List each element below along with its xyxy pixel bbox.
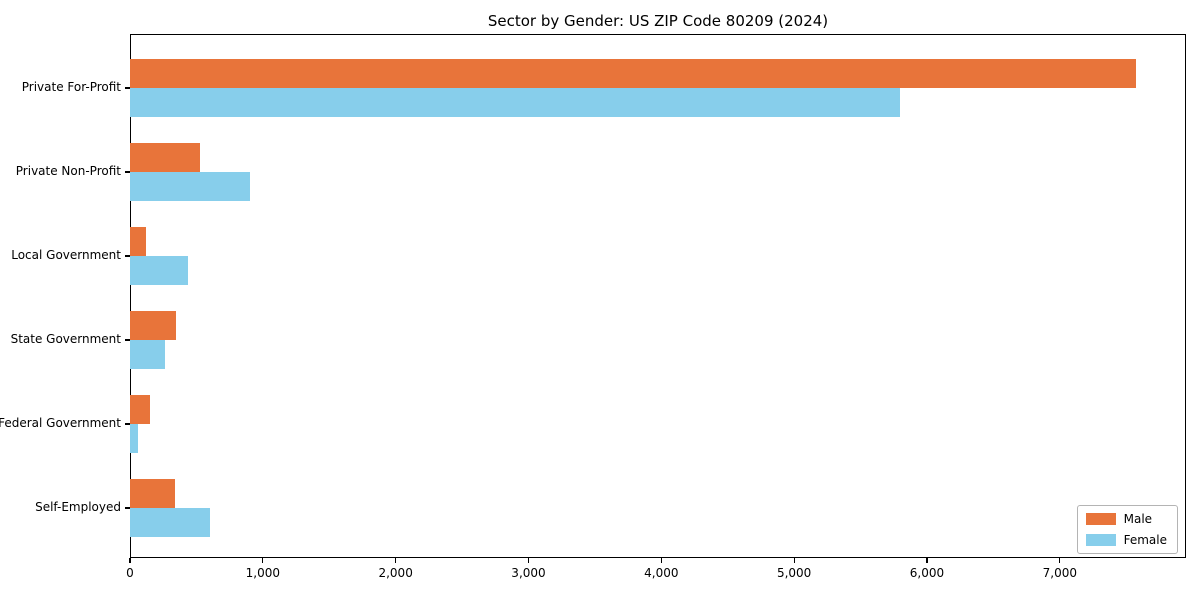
y-tick-mark (125, 87, 130, 89)
bar-male-federal-government (130, 395, 150, 424)
x-tick-mark (660, 558, 662, 563)
bar-male-local-government (130, 227, 146, 256)
y-tick-mark (125, 171, 130, 173)
y-axis-label-federal-government: Federal Government (0, 416, 121, 430)
x-axis-tick-2-000: 2,000 (378, 566, 413, 580)
x-axis-tick-5-000: 5,000 (776, 566, 812, 580)
y-axis-label-local-government: Local Government (11, 248, 121, 262)
y-tick-mark (125, 423, 130, 425)
bar-female-local-government (130, 256, 189, 285)
y-tick-mark (125, 507, 130, 509)
x-tick-mark (527, 558, 530, 563)
x-axis-tick-0: 0 (126, 566, 134, 580)
x-tick-mark (395, 558, 397, 563)
y-axis-label-self-employed: Self-Employed (35, 500, 121, 514)
y-axis-label-private-for-profit: Private For-Profit (21, 80, 121, 94)
x-tick-mark (793, 558, 795, 563)
bar-male-self-employed (130, 479, 176, 508)
legend: Male Female (1076, 505, 1178, 554)
chart-title: Sector by Gender: US ZIP Code 80209 (202… (487, 12, 829, 30)
x-tick-mark (129, 558, 131, 563)
bar-male-private-for-profit (130, 59, 1136, 88)
y-axis-label-state-government: State Government (10, 332, 121, 346)
x-axis-tick-6-000: 6,000 (909, 566, 945, 580)
x-axis-tick-4-000: 4,000 (644, 566, 679, 580)
bar-female-private-for-profit (130, 88, 901, 117)
bar-female-private-non-profit (130, 172, 250, 201)
legend-entry-female: Female (1085, 533, 1167, 547)
y-tick-mark (125, 339, 130, 341)
legend-label-female: Female (1123, 533, 1167, 547)
legend-label-male: Male (1123, 512, 1153, 526)
plot-area (130, 34, 1186, 558)
x-tick-mark (262, 558, 264, 563)
y-axis-label-private-non-profit: Private Non-Profit (15, 164, 121, 178)
female-color-swatch (1085, 534, 1116, 546)
bar-female-federal-government (130, 424, 138, 453)
bar-female-self-employed (130, 508, 210, 537)
male-color-swatch (1085, 513, 1116, 525)
x-tick-mark (1059, 558, 1061, 563)
x-axis-tick-3-000: 3,000 (511, 566, 546, 580)
x-tick-mark (926, 558, 928, 563)
legend-entry-male: Male (1085, 512, 1167, 526)
x-axis-tick-7-000: 7,000 (1042, 566, 1077, 580)
x-axis-tick-1-000: 1,000 (245, 566, 281, 580)
bar-male-state-government (130, 311, 177, 340)
y-tick-mark (125, 255, 130, 257)
bar-male-private-non-profit (130, 143, 201, 172)
bar-female-state-government (130, 340, 165, 369)
